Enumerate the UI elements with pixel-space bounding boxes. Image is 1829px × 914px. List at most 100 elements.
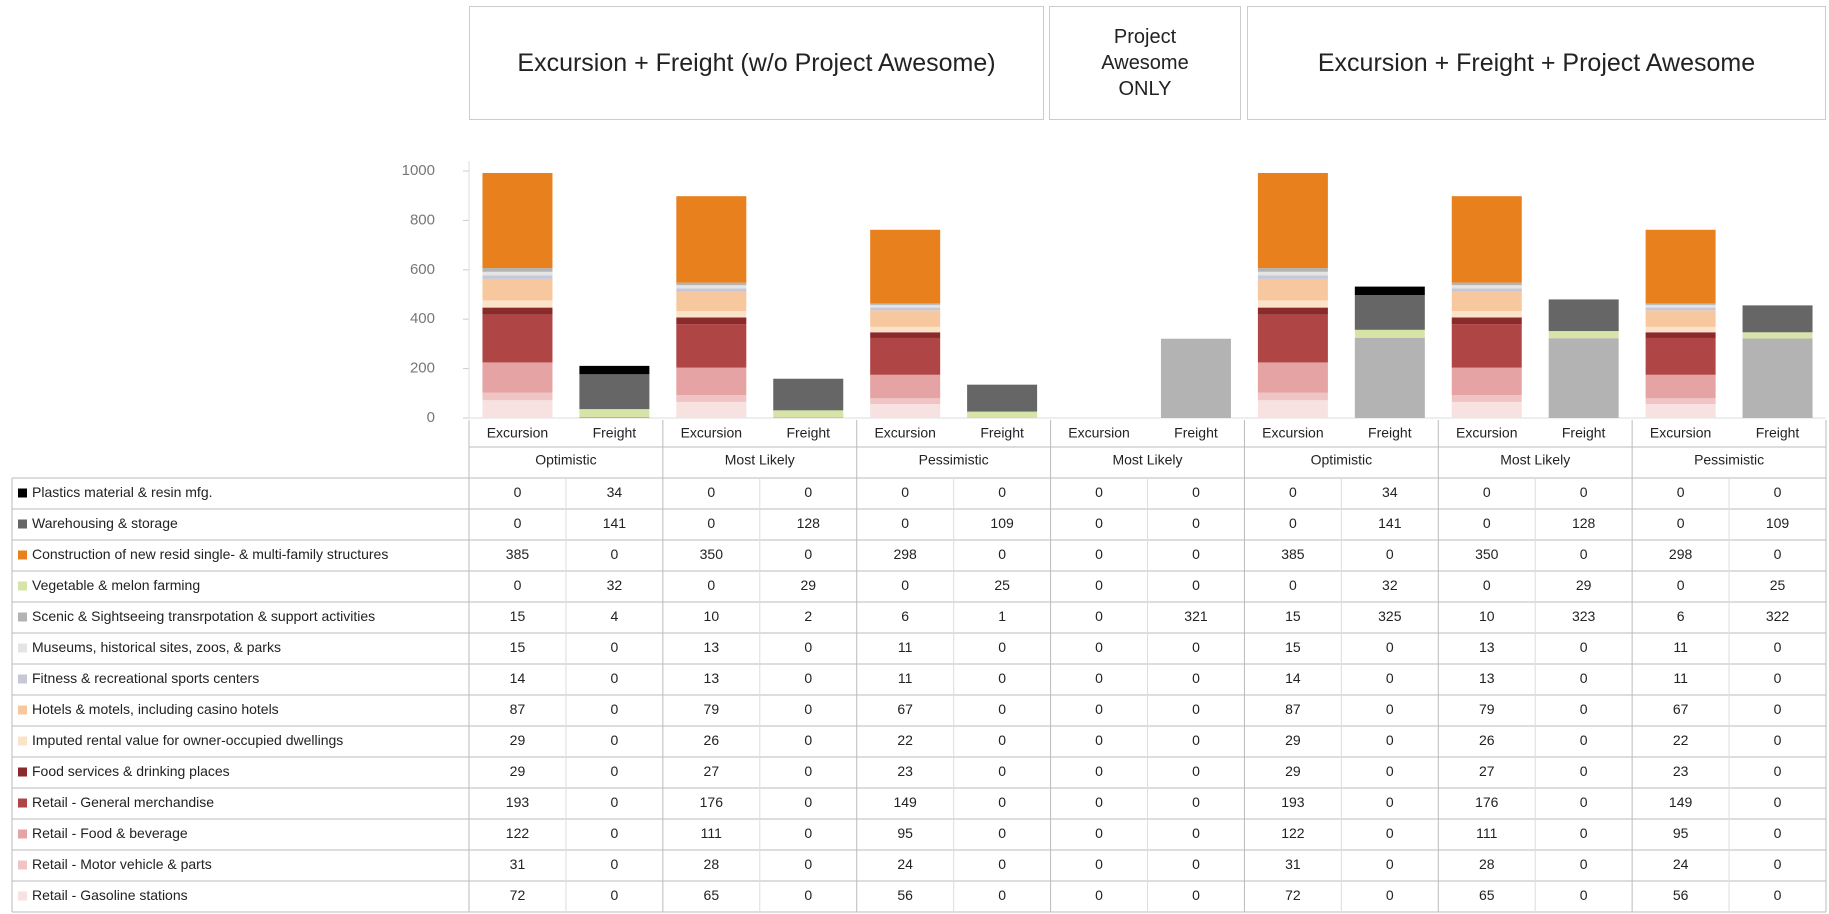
table-value: 0 (514, 577, 522, 593)
bar-segment (1645, 374, 1716, 399)
bar-segment (579, 365, 650, 375)
table-value: 0 (998, 484, 1006, 500)
row-label: Imputed rental value for owner-occupied … (32, 732, 343, 748)
bar-segment (1451, 395, 1522, 402)
x-tick-label: Freight (1756, 425, 1800, 441)
table-value: 0 (1774, 670, 1782, 686)
table-value: 0 (998, 887, 1006, 903)
table-value: 321 (1184, 608, 1208, 624)
table-value: 67 (1673, 701, 1689, 717)
table-value: 0 (1483, 577, 1491, 593)
bar-segment (1354, 329, 1425, 338)
table-value: 0 (1192, 856, 1200, 872)
table-value: 0 (804, 701, 812, 717)
group-label: Most Likely (1500, 452, 1570, 468)
bar-segment (1645, 337, 1716, 375)
table-value: 0 (1774, 856, 1782, 872)
table-value: 23 (897, 763, 913, 779)
table-value: 0 (1774, 639, 1782, 655)
table-value: 0 (1774, 794, 1782, 810)
table-value: 109 (1766, 515, 1790, 531)
legend-swatch (18, 488, 27, 498)
bar-segment (1451, 324, 1522, 368)
table-value: 0 (998, 639, 1006, 655)
bar-segment (482, 172, 553, 269)
bar-segment (1257, 314, 1328, 363)
x-tick-label: Excursion (1650, 425, 1711, 441)
table-value: 13 (704, 639, 720, 655)
table-value: 0 (1386, 732, 1394, 748)
table-value: 0 (610, 701, 618, 717)
table-value: 0 (1386, 825, 1394, 841)
row-label: Warehousing & storage (32, 515, 178, 531)
table-value: 10 (704, 608, 720, 624)
table-value: 0 (1677, 577, 1685, 593)
row-label: Museums, historical sites, zoos, & parks (32, 639, 281, 655)
table-value: 0 (1580, 670, 1588, 686)
bar-segment (1354, 337, 1425, 418)
table-value: 29 (1285, 763, 1301, 779)
legend-swatch (18, 705, 27, 715)
legend-swatch (18, 798, 27, 808)
x-tick-label: Excursion (1262, 425, 1323, 441)
table-value: 0 (1483, 515, 1491, 531)
table-value: 0 (1095, 825, 1103, 841)
bar-segment (1354, 286, 1425, 295)
table-value: 0 (1095, 515, 1103, 531)
table-value: 0 (901, 577, 909, 593)
table-value: 0 (1386, 856, 1394, 872)
table-value: 28 (704, 856, 720, 872)
x-tick-label: Freight (593, 425, 637, 441)
bar-segment (1548, 338, 1619, 418)
bar-segment (482, 271, 553, 276)
table-value: 22 (1673, 732, 1689, 748)
table-value: 0 (804, 825, 812, 841)
bar-segment (1257, 300, 1328, 308)
table-value: 0 (1483, 484, 1491, 500)
header-box: Excursion + Freight (w/o Project Awesome… (469, 6, 1044, 120)
table-value: 0 (610, 825, 618, 841)
x-tick-label: Freight (1174, 425, 1218, 441)
bar-segment (870, 332, 941, 338)
table-value: 0 (1095, 701, 1103, 717)
group-label: Pessimistic (1694, 452, 1764, 468)
table-value: 0 (1289, 515, 1297, 531)
bar-segment (1645, 326, 1716, 333)
table-value: 0 (1095, 732, 1103, 748)
bar-segment (1742, 332, 1813, 339)
table-value: 0 (1386, 546, 1394, 562)
bar-segment (579, 409, 650, 418)
table-value: 0 (1580, 732, 1588, 748)
group-label: Optimistic (1311, 452, 1372, 468)
table-value: 0 (1095, 670, 1103, 686)
table-value: 0 (1386, 701, 1394, 717)
bar-segment (676, 285, 747, 289)
table-value: 10 (1479, 608, 1495, 624)
bar-segment (482, 362, 553, 393)
table-value: 95 (897, 825, 913, 841)
bar-segment (1257, 400, 1328, 418)
bar-segment (676, 291, 747, 312)
table-value: 0 (1386, 763, 1394, 779)
table-value: 0 (1192, 701, 1200, 717)
group-label: Most Likely (1112, 452, 1182, 468)
table-value: 14 (510, 670, 526, 686)
table-value: 0 (1580, 484, 1588, 500)
bar-segment (579, 374, 650, 410)
bar-segment (1451, 291, 1522, 312)
table-value: 72 (510, 887, 526, 903)
table-value: 0 (1580, 825, 1588, 841)
group-label: Pessimistic (919, 452, 989, 468)
row-label: Food services & drinking places (32, 763, 230, 779)
table-value: 27 (1479, 763, 1495, 779)
table-value: 0 (804, 546, 812, 562)
table-value: 176 (700, 794, 724, 810)
bar-segment (1257, 278, 1328, 301)
table-value: 79 (1479, 701, 1495, 717)
table-value: 11 (898, 670, 913, 686)
table-value: 29 (510, 763, 526, 779)
bar-segment (967, 384, 1038, 412)
table-value: 0 (610, 763, 618, 779)
table-value: 0 (1095, 639, 1103, 655)
